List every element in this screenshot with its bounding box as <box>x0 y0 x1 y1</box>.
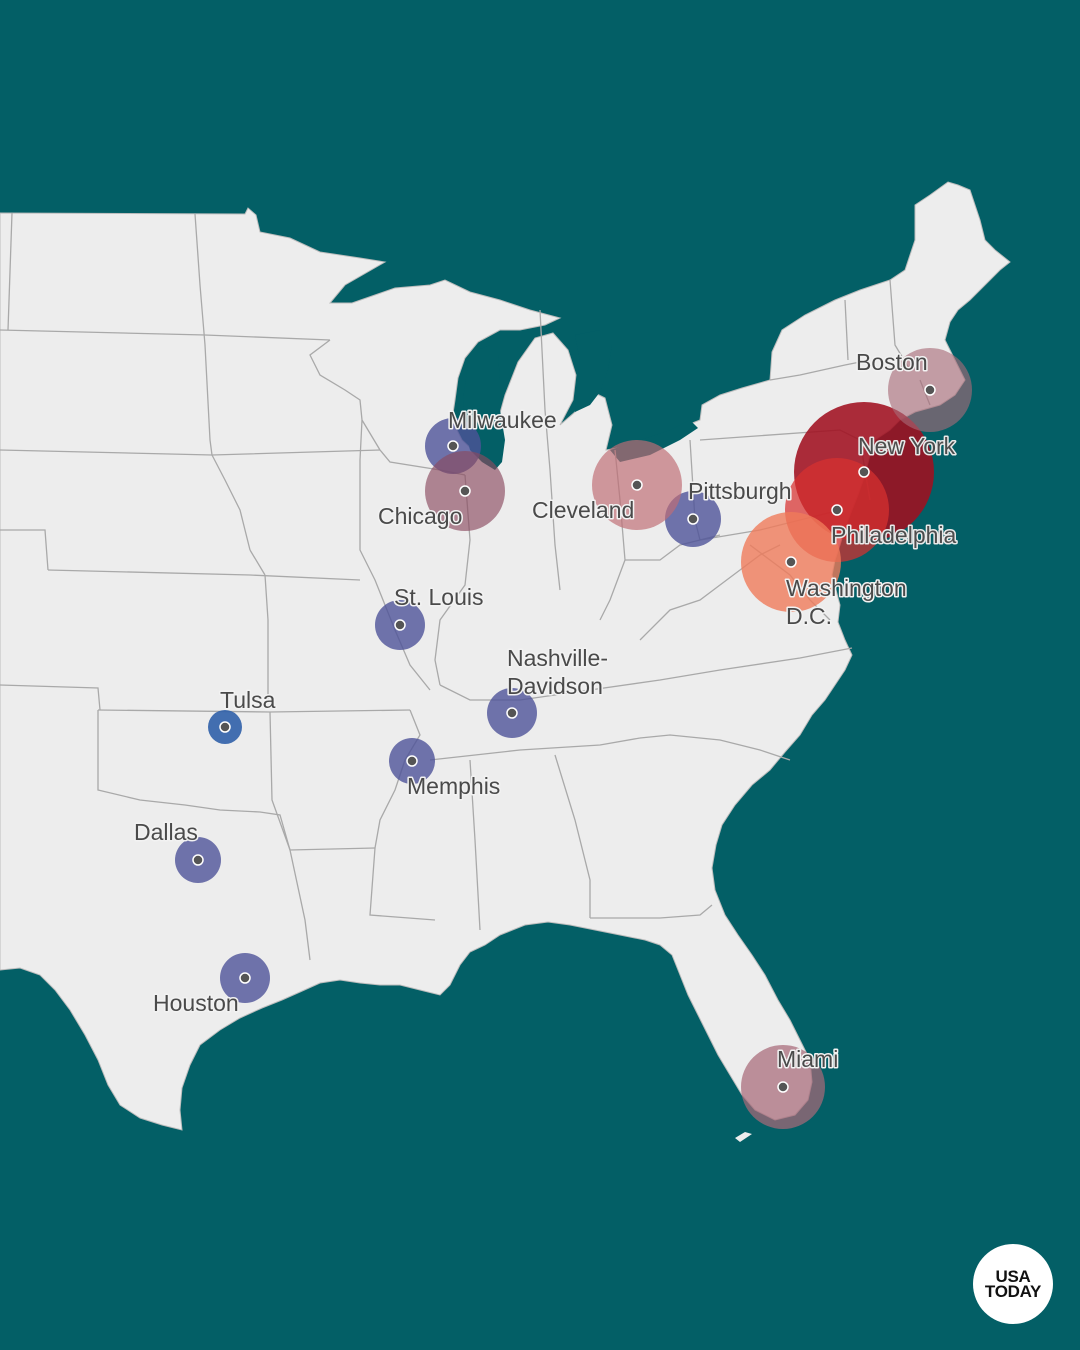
label-washington-line2: D.C. <box>786 603 832 629</box>
dot-st-louis <box>394 619 406 631</box>
label-cleveland: Cleveland <box>532 497 634 523</box>
florida-keys <box>735 1132 752 1142</box>
dot-pittsburgh <box>687 513 699 525</box>
label-milwaukee: Milwaukee <box>448 407 557 433</box>
city-labels: Boston New York Philadelphia Washington … <box>133 348 959 1074</box>
label-boston: Boston <box>856 349 928 375</box>
dot-philadelphia <box>831 504 843 516</box>
label-tulsa: Tulsa <box>220 687 276 713</box>
dot-new-york <box>858 466 870 478</box>
label-philadelphia: Philadelphia <box>831 522 957 548</box>
label-memphis: Memphis <box>407 773 500 799</box>
label-pittsburgh: Pittsburgh <box>688 478 792 504</box>
dot-houston <box>239 972 251 984</box>
state-borders <box>0 212 931 961</box>
dot-nashville-davidson <box>506 707 518 719</box>
label-miami: Miami <box>777 1046 838 1072</box>
usa-today-logo: USA TODAY <box>973 1244 1053 1324</box>
label-nashville-line2: Davidson <box>507 673 603 699</box>
dot-miami <box>777 1081 789 1093</box>
label-new-york: New York <box>858 433 956 459</box>
label-houston: Houston <box>153 990 239 1016</box>
dot-tulsa <box>219 721 231 733</box>
label-chicago: Chicago <box>378 503 462 529</box>
label-st-louis: St. Louis <box>394 584 484 610</box>
dot-chicago <box>459 485 471 497</box>
dot-washington-dc <box>785 556 797 568</box>
label-nashville-line1: Nashville- <box>507 645 608 671</box>
logo-line2: TODAY <box>984 1282 1042 1301</box>
label-washington-line1: Washington <box>786 575 907 601</box>
city-dots <box>192 384 936 1093</box>
dot-dallas <box>192 854 204 866</box>
dot-milwaukee <box>447 440 459 452</box>
dot-boston <box>924 384 936 396</box>
lake-huron <box>575 330 612 412</box>
logo-line1: USA <box>995 1267 1031 1286</box>
dot-memphis <box>406 755 418 767</box>
dot-cleveland <box>631 479 643 491</box>
label-dallas: Dallas <box>134 819 198 845</box>
